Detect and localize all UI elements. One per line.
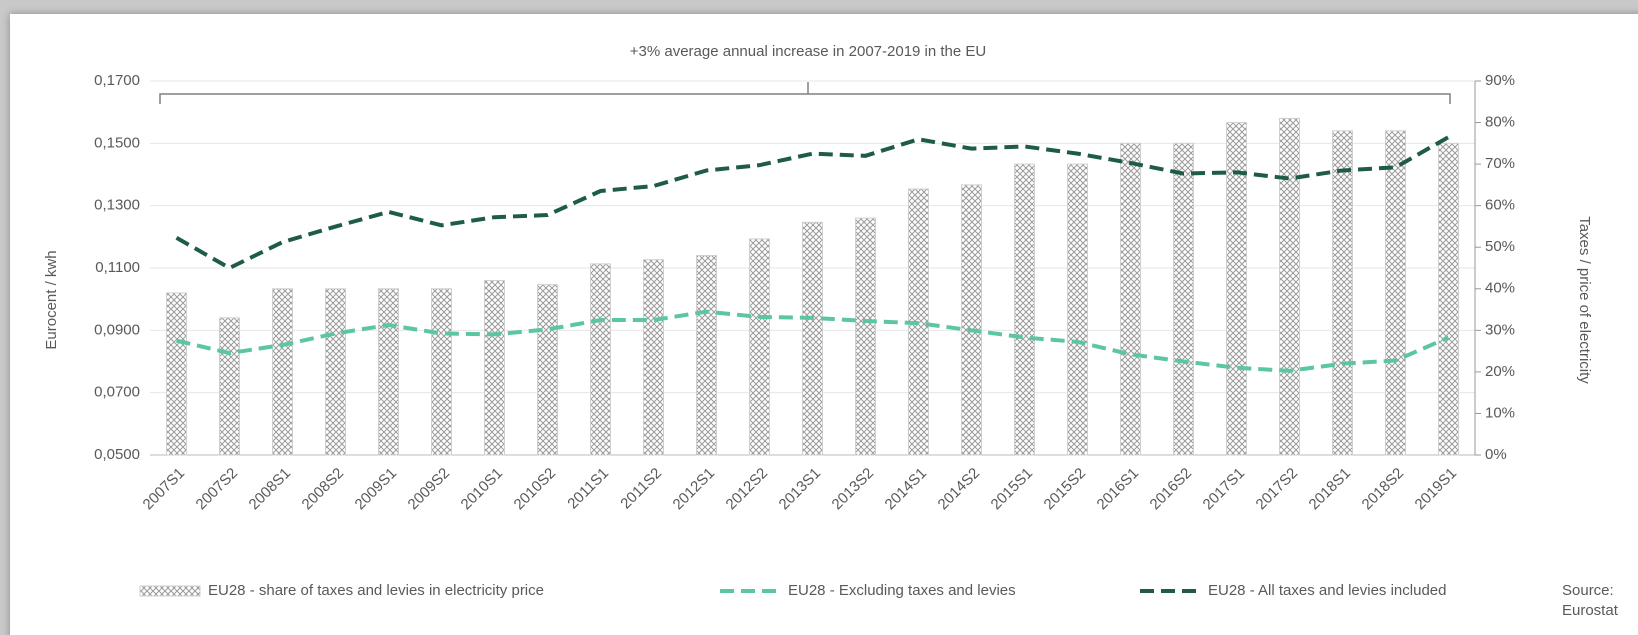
bar [1067,163,1088,456]
bar [643,259,664,456]
y2-tick-label: 70% [1485,155,1515,172]
bar [1226,122,1247,456]
y2-tick-label: 10% [1485,404,1515,421]
y2-tick-label: 50% [1485,238,1515,255]
y2-tick-label: 30% [1485,321,1515,338]
bar [590,263,611,456]
y2-tick-label: 40% [1485,280,1515,297]
y2-tick-label: 90% [1485,72,1515,89]
bar [802,221,823,456]
bar [1014,163,1035,456]
y-tick-label: 0,1500 [94,134,140,151]
bar [431,288,452,456]
y-tick-label: 0,0700 [94,384,140,401]
bar [1279,117,1300,456]
legend-swatch [139,585,201,597]
y2-axis-label: Taxes / price of electricity [1576,216,1593,384]
bar [855,217,876,456]
bar [749,238,770,456]
bar [484,279,505,456]
y2-tick-label: 80% [1485,114,1515,131]
bar [166,292,187,456]
bar [272,288,293,456]
bar [378,288,399,456]
bar [1332,130,1353,456]
legend-label: EU28 - Excluding taxes and levies [788,582,1016,599]
y2-tick-label: 0% [1485,446,1507,463]
y-tick-label: 0,1300 [94,197,140,214]
legend-label: EU28 - share of taxes and levies in elec… [208,582,544,599]
bar [1438,142,1459,456]
bar [1385,130,1406,456]
bar [537,284,558,456]
annotation: +3% average annual increase in 2007-2019… [630,43,987,60]
bar [1120,142,1141,456]
y-tick-label: 0,1100 [95,259,140,276]
source: Source: [1562,582,1614,599]
bar [961,184,982,456]
y2-tick-label: 20% [1485,363,1515,380]
y-tick-label: 0,0500 [94,446,140,463]
y-tick-label: 0,1700 [94,72,140,89]
bar [325,288,346,456]
y-axis-label: Eurocent / kwh [43,250,60,349]
y-tick-label: 0,0900 [94,321,140,338]
source: Eurostat [1562,602,1619,619]
bracket [159,82,1451,104]
bar [219,317,240,456]
legend-label: EU28 - All taxes and levies included [1208,582,1446,599]
bar [1173,142,1194,456]
line [175,135,1450,271]
line [176,309,1450,373]
bar [696,255,717,456]
y2-tick-label: 60% [1485,197,1515,214]
